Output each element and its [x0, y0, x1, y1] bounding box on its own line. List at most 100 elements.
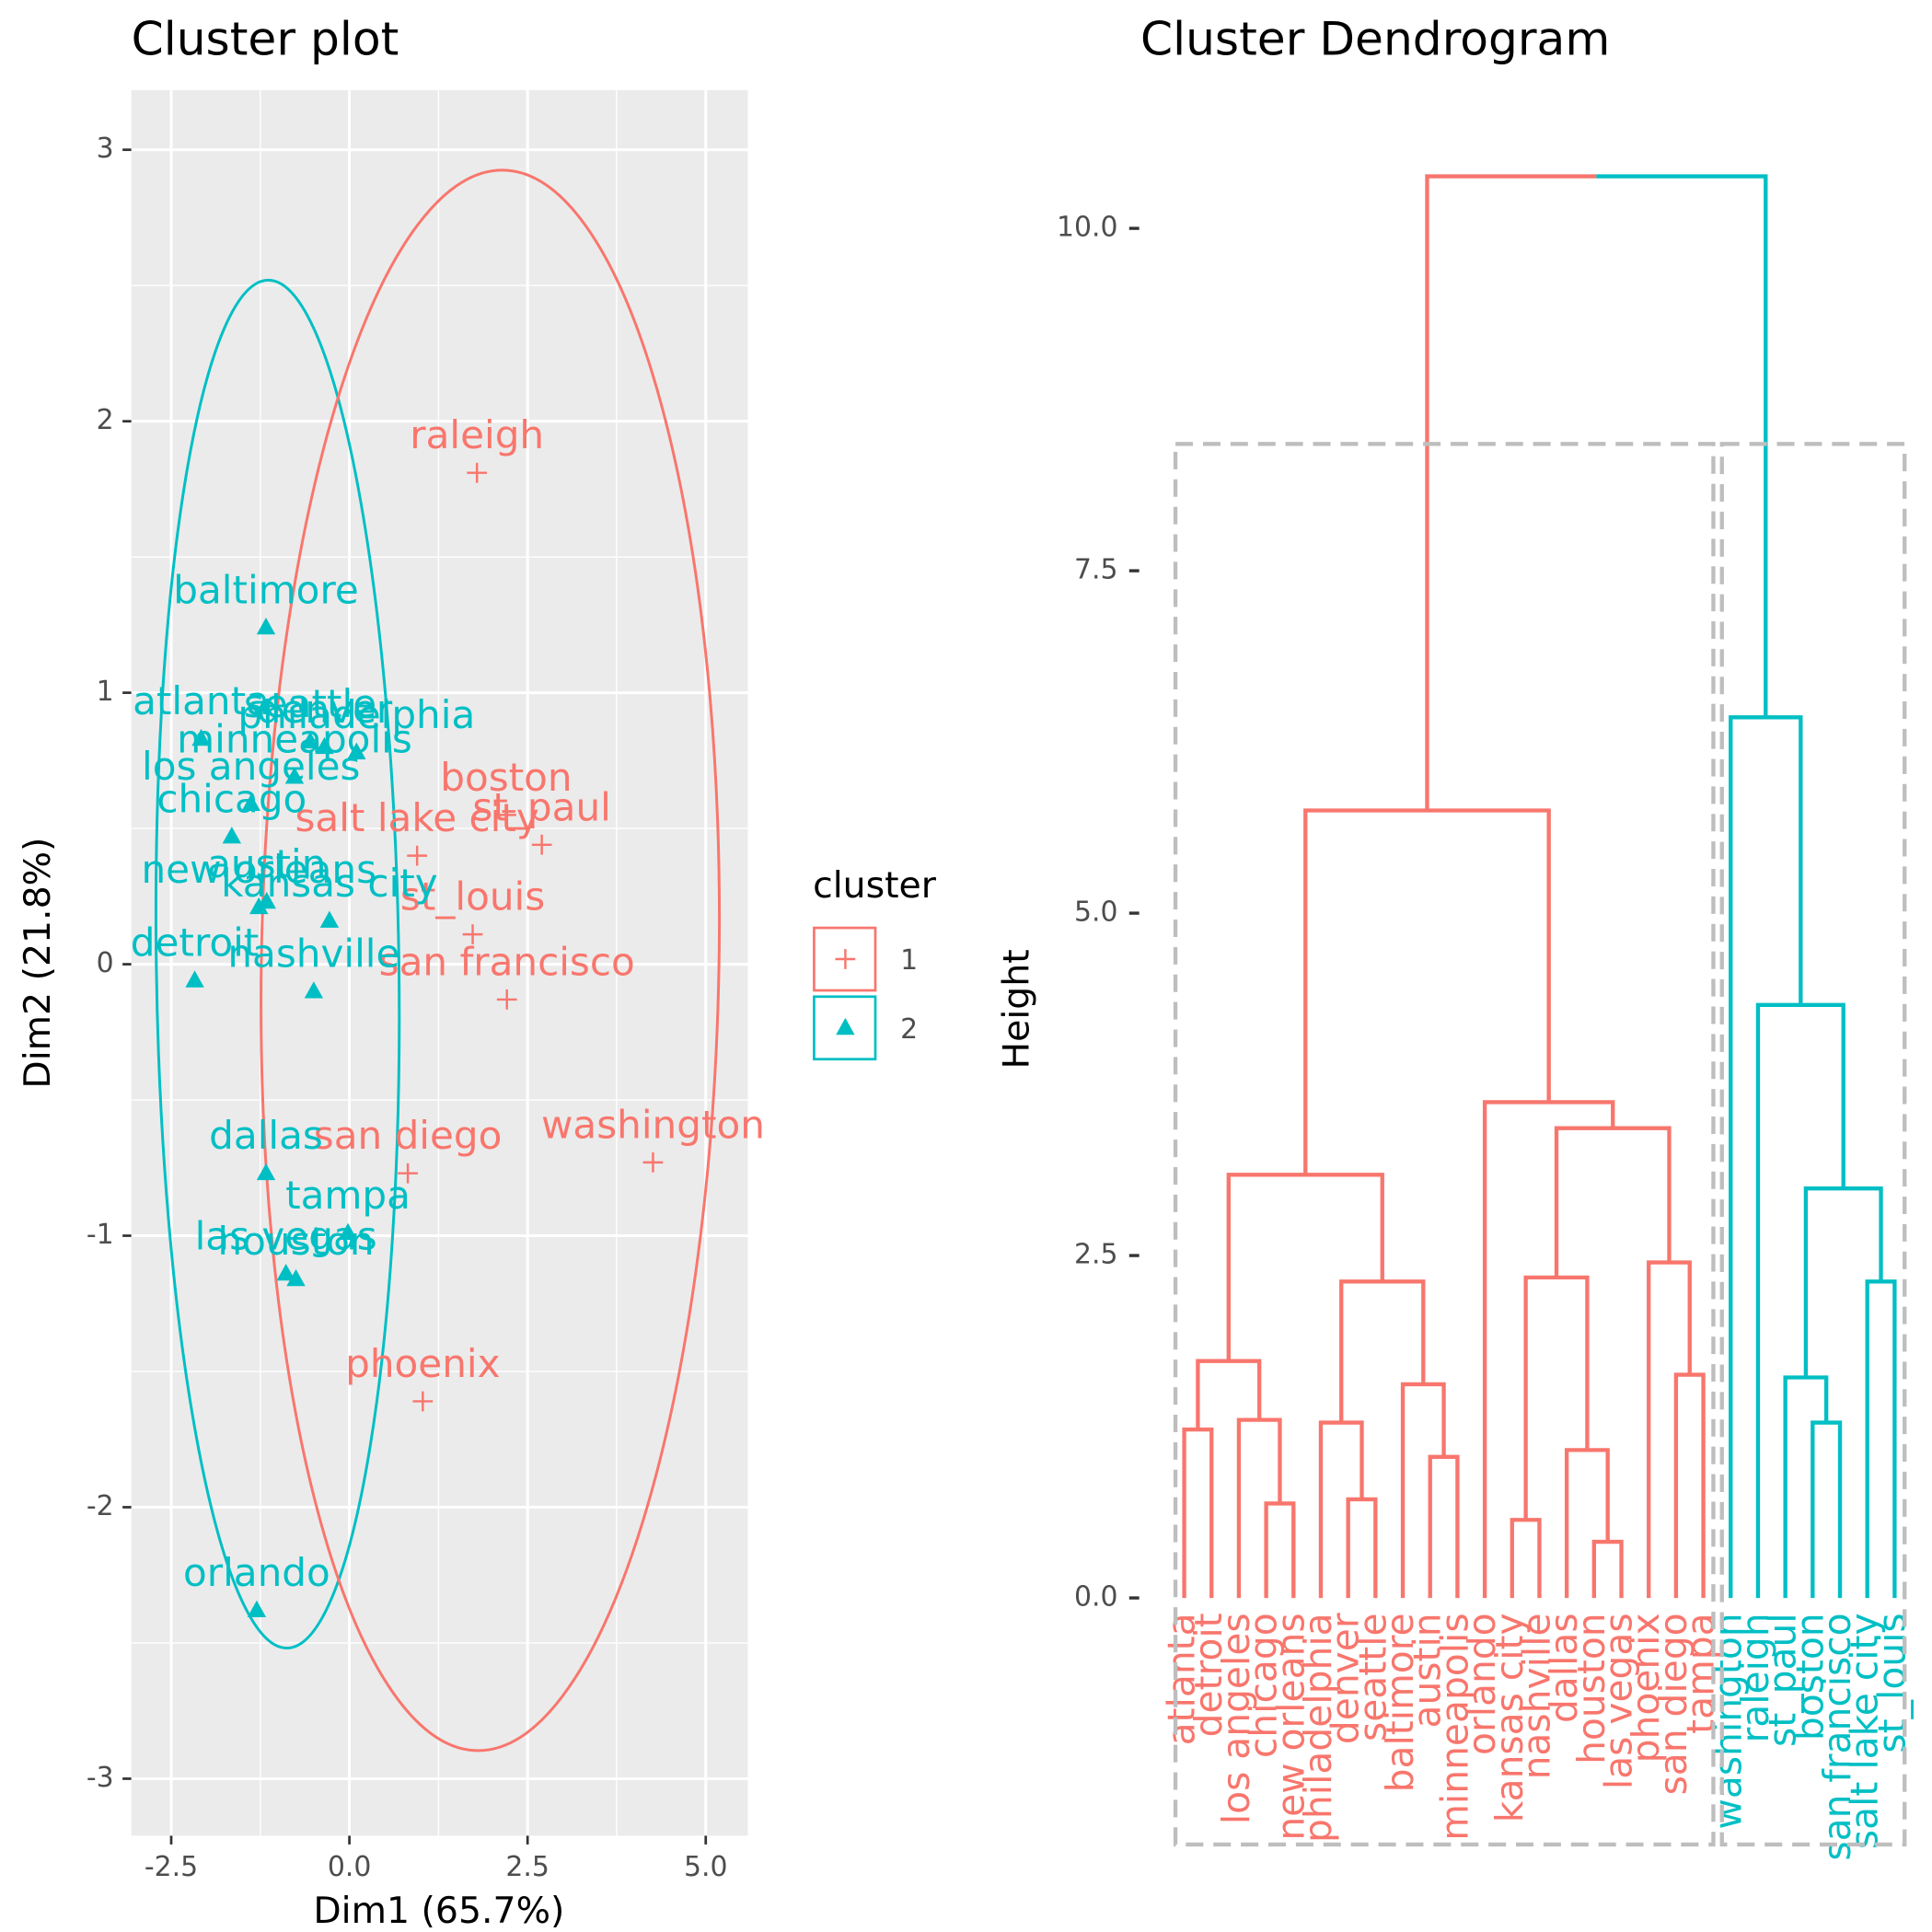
- dendrogram-link: [1811, 1420, 1843, 1599]
- point: [398, 1163, 418, 1184]
- dendrogram-root: [1596, 174, 1768, 718]
- legend-label: 2: [900, 1013, 918, 1046]
- dendrogram-link: [1554, 1126, 1672, 1278]
- dendrogram-link: [1236, 1417, 1282, 1599]
- point: [185, 970, 204, 988]
- point: [257, 891, 276, 909]
- leaf-label: minneapolis: [1432, 1613, 1476, 1840]
- point: [249, 897, 269, 915]
- leaf-label: denver: [1324, 1613, 1368, 1744]
- dendrogram-link: [1729, 715, 1803, 1599]
- dendrogram-link: [1346, 1497, 1378, 1599]
- chart-title: Cluster Dendrogram: [1140, 12, 1610, 66]
- dendrogram-link: [1264, 1501, 1296, 1599]
- dendrogram-link: [1226, 1173, 1384, 1361]
- x-tick-label: 0.0: [328, 1851, 372, 1883]
- y-tick-label: 10.0: [1057, 212, 1118, 244]
- point-label: phoenix: [345, 1341, 500, 1386]
- point: [256, 1163, 276, 1181]
- point: [531, 834, 552, 855]
- legend-marker: [836, 1017, 855, 1035]
- leaf-label: chicago: [1242, 1613, 1286, 1758]
- point-label: seattle: [244, 681, 376, 726]
- y-tick-label: 0.0: [1074, 1581, 1118, 1614]
- point-label: baltimore: [173, 567, 359, 612]
- point-label: salt lake city: [295, 795, 538, 840]
- point: [300, 731, 320, 749]
- dendrogram-link: [1318, 1420, 1364, 1599]
- legend-marker: [835, 949, 856, 969]
- leaf-label: baltimore: [1378, 1613, 1422, 1792]
- point-label: san francisco: [379, 939, 635, 984]
- dendrogram-link: [1591, 1539, 1624, 1599]
- point: [276, 1263, 295, 1281]
- leaf-label: austin: [1406, 1613, 1450, 1728]
- leaf-label: philadelphia: [1296, 1613, 1340, 1843]
- leaf-label: salt lake city: [1843, 1613, 1887, 1849]
- dendrogram-link: [1339, 1279, 1426, 1423]
- ellipses: [154, 168, 722, 1753]
- leaf-label: los angeles: [1214, 1613, 1258, 1824]
- dendrogram-link: [1755, 1002, 1845, 1599]
- point-label: washington: [541, 1102, 765, 1147]
- leaf-label: las vegas: [1597, 1613, 1641, 1789]
- y-axis-title: Height: [996, 949, 1038, 1069]
- y-tick-label: 0: [97, 947, 114, 979]
- cluster-box: [1719, 442, 1907, 1847]
- point: [319, 910, 340, 928]
- leaf-label: st_louis: [1869, 1613, 1914, 1753]
- y-tick-label: -3: [87, 1762, 114, 1794]
- point-label: detroit: [131, 920, 260, 966]
- leaf-label: san francisco: [1815, 1613, 1859, 1860]
- point: [462, 924, 483, 945]
- leaf-label: houston: [1569, 1613, 1614, 1764]
- dendrogram-link: [1865, 1279, 1897, 1599]
- point-label: las vegas: [195, 1213, 377, 1258]
- dendrogram-link: [1182, 1427, 1214, 1599]
- chart-title: Cluster plot: [132, 12, 399, 66]
- x-tick-label: 2.5: [505, 1851, 550, 1883]
- point-label: st_louis: [400, 874, 545, 920]
- point: [241, 793, 260, 812]
- point: [496, 989, 517, 1010]
- y-tick-label: 7.5: [1074, 554, 1118, 586]
- x-tick-label: 5.0: [684, 1851, 728, 1883]
- dendrogram-link: [1400, 1382, 1446, 1599]
- point-label: san diego: [314, 1113, 503, 1158]
- y-tick-label: -1: [87, 1219, 114, 1251]
- dendrogram-root: [1425, 174, 1597, 811]
- leaf-label: raleigh: [1733, 1613, 1777, 1742]
- point: [347, 742, 366, 759]
- leaf-label: boston: [1787, 1613, 1832, 1741]
- y-tick-label: 5.0: [1074, 897, 1118, 929]
- y-tick-label: 2: [97, 404, 114, 436]
- leaf-label: san diego: [1651, 1613, 1695, 1795]
- dendrogram-link: [1303, 808, 1551, 1175]
- point-label: kansas city: [221, 861, 438, 906]
- point: [256, 617, 276, 635]
- legend-label: 1: [900, 944, 918, 977]
- point-label: st_paul: [472, 784, 610, 829]
- point: [412, 1391, 434, 1412]
- point: [315, 736, 334, 755]
- y-tick-label: 2.5: [1074, 1239, 1118, 1271]
- dendrogram-link: [1482, 1100, 1615, 1599]
- y-tick-label: 1: [97, 676, 114, 708]
- point-label: austin: [207, 841, 326, 886]
- dendrogram-link: [1523, 1275, 1590, 1521]
- leaf-label: nashville: [1514, 1613, 1558, 1779]
- dendrogram-link: [1564, 1448, 1610, 1599]
- x-tick-label: -2.5: [145, 1851, 198, 1883]
- point: [191, 728, 211, 746]
- point-label: denver: [257, 687, 393, 732]
- point: [338, 1222, 358, 1241]
- point: [642, 1152, 664, 1173]
- leaf-label: st_paul: [1761, 1613, 1805, 1747]
- y-tick-label: 3: [97, 133, 114, 165]
- point-label: boston: [440, 755, 572, 800]
- dendrogram-link: [1647, 1260, 1692, 1599]
